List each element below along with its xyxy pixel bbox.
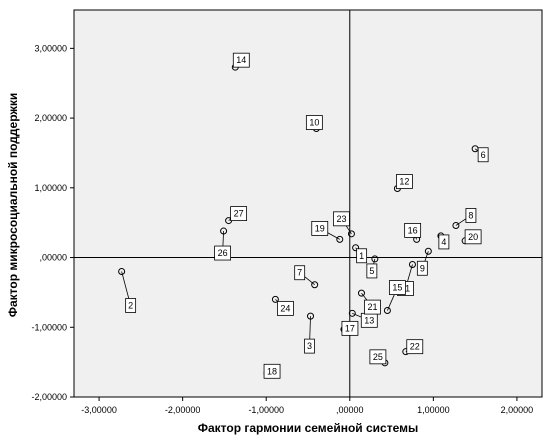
- point-label-box: [311, 221, 329, 236]
- point-label-box: [125, 298, 137, 313]
- point-label: 9: [420, 263, 425, 273]
- point-label-box: [364, 299, 381, 315]
- x-tick-label: ,00000: [336, 405, 364, 415]
- y-tick-label: -2,00000: [31, 392, 67, 402]
- y-tick-label: -1,00000: [31, 322, 67, 332]
- point-label: 19: [315, 223, 325, 233]
- point-label: 3: [307, 341, 312, 351]
- data-point-marker: [348, 309, 356, 317]
- point-label: 26: [218, 248, 228, 258]
- point-label: 22: [410, 342, 420, 352]
- data-point-marker: [424, 247, 432, 255]
- point-label: 15: [392, 283, 402, 293]
- point-label-box: [416, 260, 428, 276]
- point-label: 13: [364, 315, 374, 325]
- y-axis-title: Фактор микросоциальной поддержки: [6, 93, 20, 318]
- point-label-box: [214, 245, 231, 261]
- point-label-box: [232, 52, 250, 68]
- point-label-box: [304, 338, 315, 354]
- x-axis-title: Фактор гармонии семейной системы: [198, 421, 419, 435]
- x-tick-label: 2,00000: [501, 405, 534, 415]
- point-label-box: [263, 363, 281, 379]
- data-point-marker: [307, 312, 315, 320]
- data-point-marker: [352, 244, 360, 252]
- point-label: 21: [367, 302, 377, 312]
- point-label: 6: [481, 150, 486, 160]
- point-label: 12: [399, 177, 409, 187]
- point-label-box: [366, 263, 378, 279]
- data-point-marker: [311, 281, 319, 289]
- x-tick-label: -2,00000: [165, 405, 201, 415]
- point-label: 10: [309, 118, 319, 128]
- axis-ticks: -3,00000 -2,00000 -1,00000,00000 1,00000 2,0…: [31, 43, 533, 415]
- data-point-marker: [271, 295, 279, 303]
- plot-area: [73, 9, 543, 398]
- point-label-box: [396, 174, 413, 189]
- y-tick-label: 3,00000: [34, 43, 67, 53]
- point-label: 14: [236, 55, 246, 65]
- data-point-marker: [371, 255, 379, 263]
- point-label: 23: [336, 214, 346, 224]
- data-point-marker: [452, 221, 460, 229]
- data-points: 1234567891011121314151617181920212223242…: [118, 52, 489, 379]
- point-label: 24: [280, 303, 290, 313]
- point-label: 27: [234, 209, 244, 219]
- point-label: 4: [441, 237, 446, 247]
- data-point-marker: [408, 261, 416, 269]
- x-tick-label: 1,00000: [417, 405, 450, 415]
- y-tick-label: 2,00000: [34, 113, 67, 123]
- data-point-marker: [347, 230, 355, 238]
- point-label-box: [464, 229, 482, 245]
- point-label: 20: [468, 232, 478, 242]
- point-label-box: [294, 265, 306, 281]
- point-label-box: [356, 248, 368, 264]
- y-tick-label: ,00000: [39, 253, 67, 263]
- point-label-box: [438, 234, 450, 250]
- data-point-marker: [118, 267, 126, 275]
- point-label-box: [277, 300, 294, 316]
- point-label: 17: [345, 323, 355, 333]
- point-label-box: [369, 349, 387, 365]
- data-point-marker: [220, 227, 228, 235]
- point-label: 2: [128, 300, 133, 310]
- point-label: 18: [267, 366, 277, 376]
- point-label: 5: [369, 266, 374, 276]
- x-tick-label: -1,00000: [248, 405, 284, 415]
- point-label: 25: [373, 352, 383, 362]
- point-label-box: [305, 115, 323, 130]
- point-label-box: [333, 211, 350, 227]
- data-point-marker: [383, 307, 391, 315]
- point-label: 16: [408, 225, 418, 235]
- data-point-marker: [357, 289, 365, 297]
- y-tick-label: 1,00000: [34, 183, 67, 193]
- data-point-marker: [336, 235, 344, 243]
- point-label-box: [465, 208, 477, 223]
- point-label-box: [230, 206, 248, 221]
- point-label-box: [477, 147, 489, 163]
- point-label-box: [406, 339, 424, 355]
- point-label-box: [388, 280, 406, 295]
- point-label: 7: [297, 268, 302, 278]
- x-tick-label: -3,00000: [81, 405, 117, 415]
- point-label: 1: [359, 251, 364, 261]
- point-label-box: [404, 223, 422, 238]
- point-label-box: [341, 320, 359, 336]
- point-label: 8: [468, 210, 473, 220]
